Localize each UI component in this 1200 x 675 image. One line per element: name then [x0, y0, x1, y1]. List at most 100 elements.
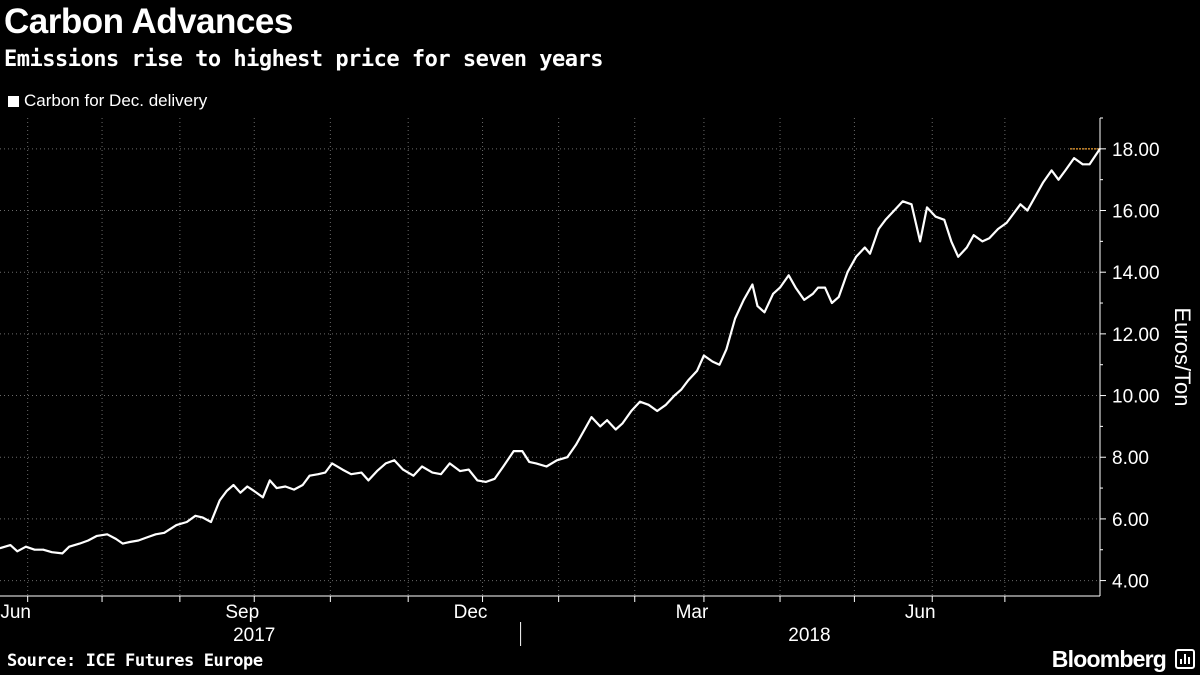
data-point: [146, 536, 148, 539]
data-point: [384, 462, 387, 465]
data-point: [817, 286, 819, 289]
data-point: [431, 471, 434, 474]
data-point: [412, 474, 415, 477]
data-point: [210, 521, 212, 523]
data-point: [376, 470, 378, 472]
y-tick-label: 14.00: [1112, 263, 1160, 284]
y-tick-label: 18.00: [1112, 140, 1160, 161]
data-point: [763, 311, 766, 314]
data-point: [893, 209, 896, 212]
data-point: [779, 286, 781, 289]
data-point: [448, 462, 451, 465]
data-point: [115, 538, 117, 540]
data-point: [725, 348, 728, 351]
data-point: [621, 422, 624, 425]
data-point: [972, 234, 975, 237]
data-point: [308, 474, 311, 477]
data-point: [521, 450, 524, 452]
y-axis-title: Euros/Ton: [1170, 307, 1195, 406]
data-point: [639, 400, 641, 403]
series-line: [0, 148, 1101, 555]
data-point: [877, 228, 880, 230]
legend-swatch: [8, 95, 19, 107]
data-point: [284, 485, 287, 488]
data-point: [696, 370, 698, 372]
chart-title: Carbon Advances: [4, 2, 293, 41]
data-point: [756, 305, 759, 307]
data-point: [566, 456, 569, 459]
data-point: [711, 360, 714, 363]
data-point: [831, 302, 833, 304]
data-point: [528, 461, 531, 463]
data-point: [402, 468, 404, 471]
data-point: [751, 283, 754, 286]
data-point: [734, 317, 736, 320]
data-point: [16, 550, 19, 553]
y-tick-label: 12.00: [1112, 325, 1160, 346]
data-point: [687, 379, 690, 381]
data-point: [246, 485, 249, 488]
x-tick-label: Jun: [0, 602, 31, 623]
data-point: [128, 541, 131, 543]
year-label: 2018: [788, 625, 830, 646]
data-point: [493, 477, 496, 480]
data-point: [225, 490, 228, 492]
data-point: [630, 410, 633, 412]
bloomberg-chart-icon: [1175, 649, 1195, 669]
tick-labels: 4.00 6.00 8.00 10.00 12.00 14.00 16.00 18.00 Jun…: [0, 140, 1195, 646]
x-tick-label: Jun: [905, 602, 936, 623]
series: [0, 147, 1101, 555]
data-point: [1005, 222, 1008, 224]
y-tick-label: 4.00: [1112, 572, 1149, 593]
y-tick-label: 8.00: [1112, 448, 1149, 469]
data-point: [599, 425, 602, 428]
data-point: [901, 200, 904, 203]
data-point: [393, 459, 396, 462]
y-tick-label: 10.00: [1112, 387, 1160, 408]
data-point: [96, 535, 98, 537]
data-point: [1050, 169, 1053, 172]
data-point: [606, 419, 608, 422]
data-point: [1019, 203, 1022, 206]
data-point: [673, 394, 676, 397]
data-point: [268, 479, 271, 482]
data-point: [997, 228, 999, 230]
y-tick-label: 6.00: [1112, 510, 1149, 531]
data-point: [201, 516, 204, 519]
data-point: [51, 551, 53, 554]
data-point: [367, 479, 370, 482]
data-point: [535, 462, 538, 465]
data-point: [459, 470, 461, 472]
data-point: [718, 363, 721, 366]
axes: [0, 117, 1106, 646]
data-point: [33, 548, 36, 551]
data-point: [1081, 163, 1084, 166]
data-point: [863, 246, 866, 249]
data-point: [680, 388, 683, 391]
data-point: [25, 545, 27, 548]
legend: Carbon for Dec. delivery: [8, 91, 207, 111]
grid-lines: [0, 118, 1100, 596]
data-point: [934, 215, 937, 218]
data-point: [0, 547, 1, 550]
data-point: [42, 548, 45, 551]
data-point: [502, 465, 505, 468]
series-carbon-dec-delivery: [0, 147, 1101, 555]
data-point: [981, 240, 984, 243]
data-point: [855, 255, 857, 258]
data-point: [703, 354, 705, 357]
data-point: [824, 286, 826, 289]
data-point: [943, 218, 946, 221]
data-point: [218, 499, 221, 502]
data-point: [87, 539, 90, 542]
brand-logo-text: Bloomberg: [1051, 646, 1167, 672]
data-point: [1042, 181, 1044, 184]
data-point: [106, 533, 109, 536]
data-point: [137, 539, 140, 542]
x-tick-label: Dec: [454, 602, 488, 623]
data-point: [485, 481, 487, 483]
data-point: [1012, 212, 1015, 215]
legend-label: Carbon for Dec. delivery: [24, 91, 208, 110]
data-point: [293, 488, 295, 491]
data-point: [232, 484, 235, 486]
